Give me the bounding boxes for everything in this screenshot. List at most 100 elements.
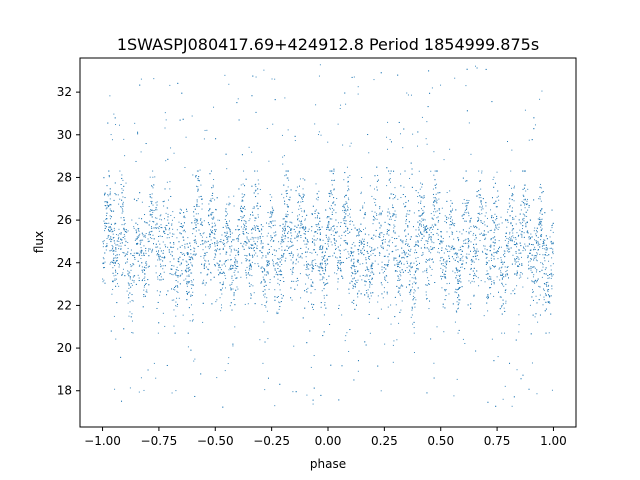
data-point	[446, 216, 448, 218]
data-point	[318, 131, 320, 133]
data-point	[145, 283, 147, 285]
data-point	[346, 205, 348, 207]
data-point	[327, 222, 329, 224]
data-point	[122, 209, 124, 211]
data-point	[151, 231, 153, 233]
data-point	[363, 254, 365, 256]
data-point	[123, 219, 125, 221]
data-point	[245, 269, 247, 271]
data-point	[417, 269, 419, 271]
data-point	[539, 212, 541, 214]
data-point	[117, 194, 119, 196]
data-point	[381, 284, 383, 286]
data-point	[189, 269, 191, 271]
data-point	[224, 231, 226, 233]
data-point	[259, 205, 261, 207]
data-point	[461, 245, 463, 247]
data-point	[507, 209, 509, 211]
data-point	[352, 284, 354, 286]
data-point	[432, 228, 434, 230]
data-point	[286, 204, 288, 206]
data-point	[347, 229, 349, 231]
data-point	[360, 293, 362, 295]
data-point	[297, 215, 299, 217]
data-point	[240, 208, 242, 210]
data-point	[498, 226, 500, 228]
data-point	[301, 198, 303, 200]
data-point	[251, 151, 253, 153]
data-point	[438, 252, 440, 254]
data-point	[274, 255, 276, 257]
data-point	[306, 265, 308, 267]
data-point	[205, 254, 207, 256]
data-point	[187, 253, 189, 255]
data-point	[281, 256, 283, 258]
data-point	[116, 278, 118, 280]
data-point	[170, 214, 172, 216]
data-point	[444, 261, 446, 263]
data-point	[194, 242, 196, 244]
data-point	[381, 246, 383, 248]
data-point	[231, 283, 233, 285]
data-point	[505, 283, 507, 285]
data-point	[294, 231, 296, 233]
data-point	[265, 302, 267, 304]
data-point	[299, 205, 301, 207]
data-point	[316, 232, 318, 234]
data-point	[155, 272, 157, 274]
data-point	[277, 312, 279, 314]
data-point	[459, 258, 461, 260]
data-point	[333, 201, 335, 203]
data-point	[506, 245, 508, 247]
data-point	[160, 276, 162, 278]
data-point	[384, 255, 386, 257]
data-point	[506, 237, 508, 239]
data-point	[371, 247, 373, 249]
data-point	[542, 304, 544, 306]
data-point	[185, 278, 187, 280]
data-point	[382, 272, 384, 274]
data-point	[209, 233, 211, 235]
data-point	[370, 267, 372, 269]
data-point	[283, 155, 285, 157]
data-point	[468, 212, 470, 214]
data-point	[204, 242, 206, 244]
data-point	[540, 235, 542, 237]
data-point	[372, 238, 374, 240]
data-point	[103, 258, 105, 260]
data-point	[493, 176, 495, 178]
data-point	[300, 221, 302, 223]
data-point	[339, 108, 341, 109]
data-point	[255, 243, 257, 245]
data-point	[478, 197, 480, 199]
data-point	[240, 184, 242, 186]
data-point	[311, 252, 313, 254]
data-point	[518, 266, 520, 268]
data-point	[202, 281, 204, 283]
data-point	[138, 277, 140, 279]
data-point	[432, 247, 434, 249]
data-point	[551, 288, 553, 290]
data-point	[400, 239, 402, 241]
data-point	[214, 253, 216, 255]
data-point	[333, 189, 335, 191]
data-point	[458, 261, 459, 263]
data-point	[549, 274, 550, 276]
data-point	[367, 134, 369, 136]
data-point	[260, 250, 262, 252]
data-point	[302, 226, 304, 228]
data-point	[177, 248, 179, 250]
data-point	[504, 291, 506, 293]
data-point	[269, 282, 271, 284]
data-point	[504, 332, 506, 334]
data-point	[539, 222, 541, 224]
data-point	[483, 234, 485, 236]
data-point	[107, 193, 109, 195]
data-point	[403, 186, 405, 188]
data-point	[523, 184, 525, 186]
data-point	[369, 246, 371, 248]
data-point	[155, 243, 157, 245]
data-point	[483, 245, 485, 247]
data-point	[544, 260, 546, 262]
data-point	[490, 246, 492, 248]
